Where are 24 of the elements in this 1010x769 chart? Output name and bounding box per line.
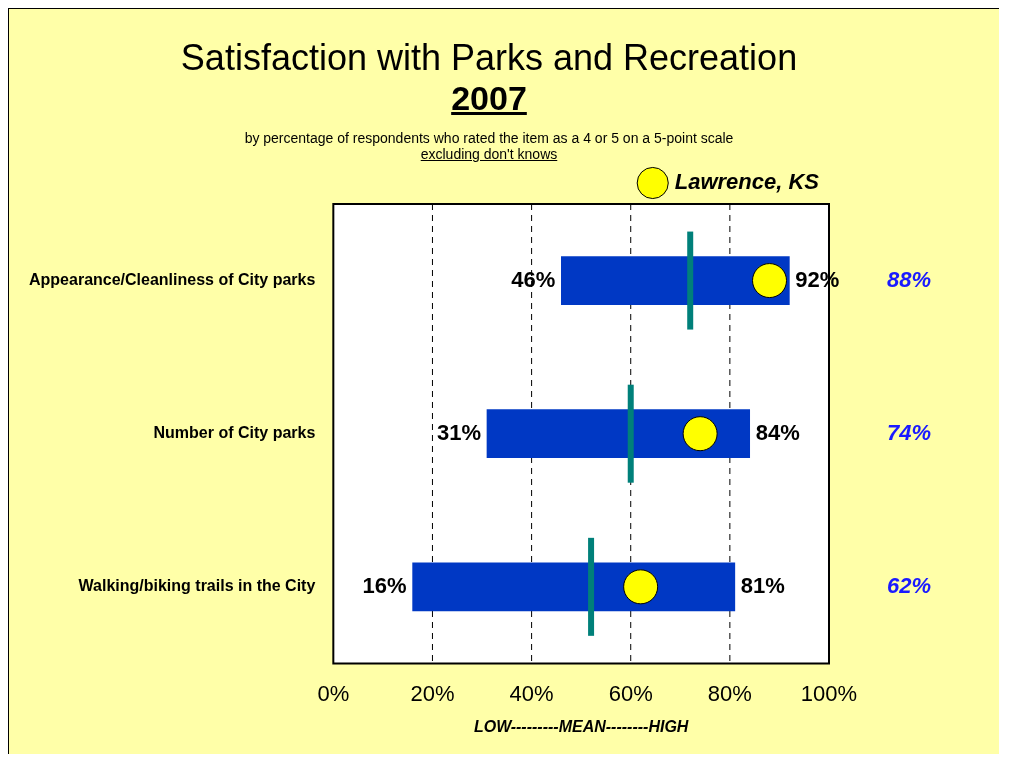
y-tick-label: Appearance/Cleanliness of City parks <box>29 270 316 288</box>
x-tick-label: 100% <box>800 680 858 706</box>
x-tick-label: 80% <box>707 680 752 706</box>
data-label: 74% <box>886 419 932 445</box>
x-axis-title: LOW---------MEAN--------HIGH <box>473 717 689 735</box>
annotation: 84% <box>755 419 800 445</box>
chart-subtitle: 2007 <box>450 79 528 118</box>
text: by percentage of respondents who rated the item as a 4 or 5 on a 5-point scale <box>243 130 735 146</box>
legend-label: Lawrence, KS <box>674 169 820 195</box>
annotation: 46% <box>511 266 556 292</box>
x-tick-label: 20% <box>410 680 455 706</box>
annotation: 81% <box>740 572 785 598</box>
bar <box>412 562 736 612</box>
x-tick-label: 0% <box>317 680 350 706</box>
text: excluding don't knows <box>419 146 559 162</box>
x-tick-label: 40% <box>509 680 554 706</box>
chart-title: Satisfaction with Parks and Recreation <box>179 36 799 79</box>
annotation: 31% <box>436 419 481 445</box>
x-tick-label: 60% <box>608 680 653 706</box>
data-label: 62% <box>886 572 932 598</box>
data-label: 88% <box>886 266 932 292</box>
annotation: 16% <box>362 572 407 598</box>
y-tick-label: Walking/biking trails in the City <box>78 577 316 595</box>
y-tick-label: Number of City parks <box>153 424 316 442</box>
